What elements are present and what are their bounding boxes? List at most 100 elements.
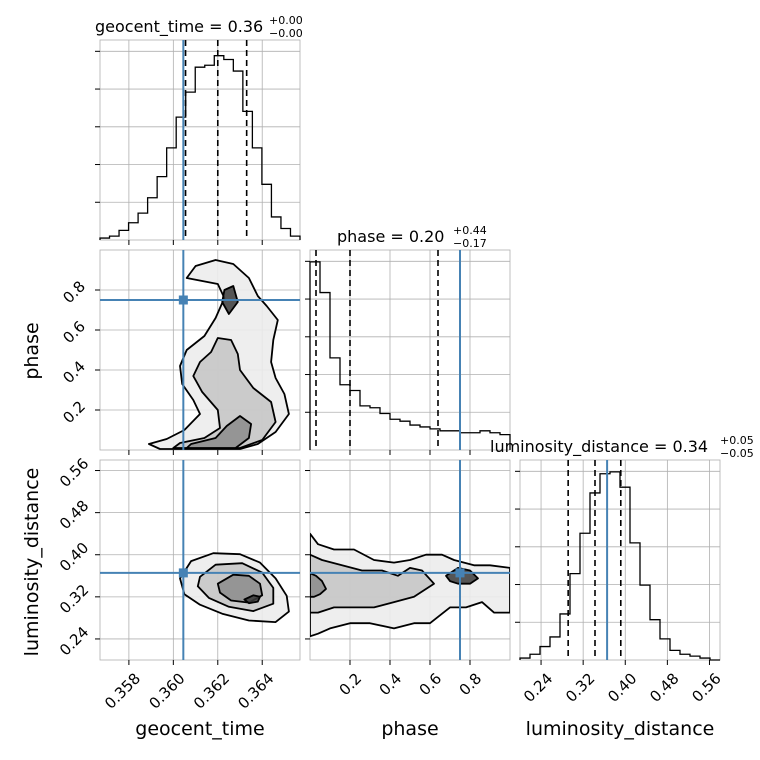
title-phase: phase = 0.20 xyxy=(337,227,444,246)
hist-luminosity-distance-bin-18 xyxy=(700,658,710,660)
hist-phase-bin-14 xyxy=(450,431,460,450)
hist-luminosity-distance-bin-12 xyxy=(640,585,650,660)
hist-phase-bin-13 xyxy=(440,431,450,450)
title-luminosity-distance-sup: +0.05 xyxy=(720,434,754,447)
hist-phase-steps xyxy=(309,261,511,450)
hist-luminosity-distance-bin-15 xyxy=(670,650,680,660)
hist-geocent-time-bin-18 xyxy=(271,217,281,240)
panel-distance-vs-geocent-time: 0.24 0.32 0.40 0.48 0.56 0.358 0.360 0.362 0.36… xyxy=(21,455,301,740)
hist-geocent-time-bin-3 xyxy=(129,223,139,240)
hist-phase-bin-2 xyxy=(330,358,340,450)
xlabel-luminosity-distance: luminosity_distance xyxy=(526,718,715,740)
hist-geocent-time-bin-7 xyxy=(167,148,177,240)
hist-geocent-time-bin-12 xyxy=(214,56,224,240)
contour-phase-vs-geocent-time-ytick-label-2: 0.6 xyxy=(59,317,89,347)
hist-geocent-time-bin-16 xyxy=(252,148,262,240)
hist-phase-bin-10 xyxy=(410,425,420,450)
hist-geocent-time-bin-13 xyxy=(224,60,234,240)
contour-luminosity-distance-vs-phase-truth-marker xyxy=(455,568,465,578)
hist-luminosity-distance-bin-17 xyxy=(690,656,700,660)
hist-geocent-time-bin-19 xyxy=(281,228,291,240)
hist-phase-bin-17 xyxy=(480,431,490,450)
contour-luminosity-distance-vs-geocent-time-level-3 xyxy=(243,594,261,605)
hist-phase-bin-0 xyxy=(310,262,320,450)
hist-luminosity-distance-bin-11 xyxy=(630,543,640,660)
hist-luminosity-distance-bin-6 xyxy=(580,533,590,660)
hist-luminosity-distance-bin-5 xyxy=(570,574,580,660)
contour-luminosity-distance-vs-phase-xtick-label-0: 0.2 xyxy=(336,670,366,700)
hist-phase-bin-9 xyxy=(400,421,410,450)
hist-luminosity-distance-bin-16 xyxy=(680,654,690,660)
contour-luminosity-distance-vs-phase-level-2 xyxy=(310,572,327,598)
title-geocent-time: geocent_time = 0.36 xyxy=(95,17,263,37)
hist-phase-bin-3 xyxy=(340,385,350,450)
title-phase-sup: +0.44 xyxy=(453,224,487,237)
contour-luminosity-distance-vs-geocent-time-ytick-label-3: 0.48 xyxy=(56,497,92,533)
hist-geocent-time-bin-11 xyxy=(205,65,215,240)
contour-luminosity-distance-vs-phase-level-1 xyxy=(310,553,435,614)
hist-geocent-time-bin-9 xyxy=(186,92,196,240)
hist-geocent-time-bin-15 xyxy=(243,111,253,240)
hist-geocent-time-bin-2 xyxy=(119,230,129,240)
ylabel-phase: phase xyxy=(21,322,43,379)
title-luminosity-distance: luminosity_distance = 0.34 xyxy=(490,437,708,457)
title-geocent-time-sub: −0.00 xyxy=(269,27,303,40)
contour-luminosity-distance-vs-geocent-time-ytick-label-0: 0.24 xyxy=(56,623,92,659)
hist-geocent-time-bin-20 xyxy=(290,236,300,240)
title-geocent-time-sup: +0.00 xyxy=(269,14,303,27)
hist-luminosity-distance-xtick-label-3: 0.48 xyxy=(646,670,682,706)
hist-luminosity-distance-bin-8 xyxy=(600,474,610,660)
hist-geocent-time-bin-5 xyxy=(148,198,158,240)
panel-distance-vs-phase: 0.2 0.4 0.6 0.8 phase xyxy=(305,459,511,740)
hist-luminosity-distance-bin-3 xyxy=(550,637,560,660)
hist-phase-bin-15 xyxy=(460,433,470,450)
hist-phase-bin-7 xyxy=(380,414,390,450)
panel-phase-vs-geocent-time: 0.2 0.4 0.6 0.8 phase xyxy=(21,249,301,455)
hist-luminosity-distance-bin-0 xyxy=(520,658,530,660)
contour-luminosity-distance-vs-geocent-time-xtick-label-0: 0.358 xyxy=(101,670,144,713)
hist-geocent-time-bin-17 xyxy=(262,184,272,240)
contour-luminosity-distance-vs-geocent-time-truth-marker xyxy=(178,568,188,578)
hist-luminosity-distance-xtick-label-2: 0.40 xyxy=(604,670,640,706)
panel-phase-hist: phase = 0.20 +0.44 −0.17 xyxy=(305,224,511,455)
hist-luminosity-distance-bin-2 xyxy=(540,647,550,660)
contour-phase-vs-geocent-time-ytick-label-0: 0.2 xyxy=(59,397,89,427)
hist-phase-bin-11 xyxy=(420,427,430,450)
hist-geocent-time-bin-0 xyxy=(100,238,110,240)
xlabel-geocent-time: geocent_time xyxy=(135,718,264,740)
hist-phase-bin-6 xyxy=(370,408,380,450)
contour-phase-vs-geocent-time-level-2 xyxy=(185,415,253,449)
contour-luminosity-distance-vs-geocent-time-ytick-label-4: 0.56 xyxy=(56,455,92,491)
panel-distance-hist: 0.24 0.32 0.40 0.48 0.56 luminosity_distance… xyxy=(490,434,754,740)
title-phase-sub: −0.17 xyxy=(453,237,487,250)
xlabel-phase: phase xyxy=(381,718,438,740)
hist-geocent-time-bin-1 xyxy=(110,236,120,240)
hist-geocent-time-bin-14 xyxy=(233,71,243,240)
contour-luminosity-distance-vs-geocent-time-ytick-label-2: 0.40 xyxy=(56,539,92,575)
hist-geocent-time-bin-6 xyxy=(157,177,167,240)
hist-luminosity-distance-xtick-label-1: 0.32 xyxy=(562,670,598,706)
title-luminosity-distance-sub: −0.05 xyxy=(720,447,754,460)
contour-luminosity-distance-vs-phase-xtick-label-3: 0.8 xyxy=(456,670,486,700)
hist-phase-bin-1 xyxy=(320,293,330,450)
hist-phase-bin-5 xyxy=(360,406,370,450)
hist-geocent-time-bin-4 xyxy=(138,213,148,240)
contour-phase-vs-geocent-time-level-1 xyxy=(172,337,277,449)
hist-luminosity-distance-bin-9 xyxy=(610,472,620,660)
panel-geocent-time-hist: geocent_time = 0.36 +0.00 −0.00 xyxy=(95,14,303,245)
contour-luminosity-distance-vs-geocent-time-ytick-label-1: 0.32 xyxy=(56,581,92,617)
hist-geocent-time-bin-10 xyxy=(195,67,205,240)
contour-luminosity-distance-vs-phase-xtick-label-1: 0.4 xyxy=(376,670,406,700)
contour-phase-vs-geocent-time-ytick-label-3: 0.8 xyxy=(59,277,89,307)
contour-luminosity-distance-vs-phase-xtick-label-2: 0.6 xyxy=(416,670,446,700)
contour-phase-vs-geocent-time-ytick-label-1: 0.4 xyxy=(59,357,89,387)
ylabel-luminosity-distance: luminosity_distance xyxy=(21,468,43,657)
hist-phase-bin-4 xyxy=(350,390,360,450)
contour-luminosity-distance-vs-geocent-time-xtick-label-2: 0.362 xyxy=(190,670,233,713)
hist-luminosity-distance-bin-1 xyxy=(530,654,540,660)
hist-luminosity-distance-bin-14 xyxy=(660,639,670,660)
hist-luminosity-distance-xtick-label-4: 0.56 xyxy=(688,670,724,706)
contour-luminosity-distance-vs-geocent-time-xtick-label-3: 0.364 xyxy=(234,670,277,713)
contour-luminosity-distance-vs-geocent-time-xtick-label-1: 0.360 xyxy=(145,670,188,713)
